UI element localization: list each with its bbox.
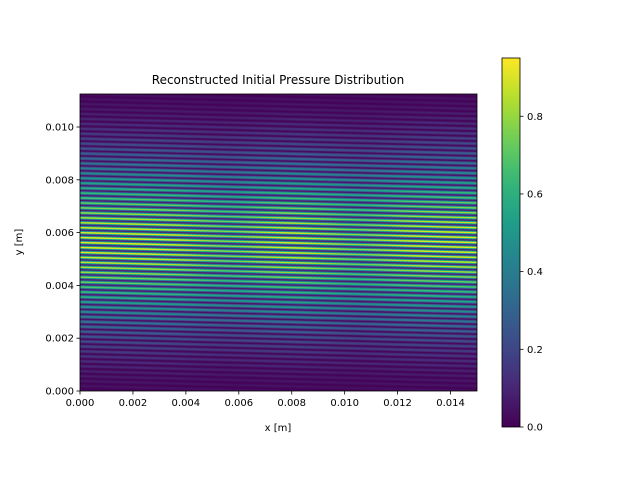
- x-tick-label: 0.008: [277, 398, 306, 409]
- chart-title: Reconstructed Initial Pressure Distribut…: [152, 73, 404, 87]
- y-axis: 0.000 0.002 0.004 0.006 0.008 0.010: [45, 123, 80, 398]
- colorbar-tick-label: 0.2: [527, 345, 543, 356]
- y-tick-label: 0.004: [45, 281, 74, 292]
- y-tick-label: 0.010: [45, 123, 74, 134]
- y-tick-label: 0.008: [45, 175, 74, 186]
- x-tick-label: 0.012: [383, 398, 412, 409]
- colorbar-axis: 0.0 0.2 0.4 0.6 0.8: [520, 112, 543, 434]
- colorbar-tick-label: 0.6: [527, 189, 543, 200]
- plot-frame: [79, 93, 478, 392]
- y-tick-label: 0.000: [45, 387, 74, 398]
- x-tick-label: 0.010: [330, 398, 359, 409]
- x-tick-label: 0.002: [119, 398, 148, 409]
- colorbar-tick-label: 0.0: [527, 423, 543, 434]
- x-axis: 0.000 0.002 0.004 0.006 0.008 0.010 0.012 0.014: [66, 391, 465, 409]
- x-tick-label: 0.004: [172, 398, 201, 409]
- y-tick-label: 0.002: [45, 334, 74, 345]
- y-tick-label: 0.006: [45, 228, 74, 239]
- colorbar: [501, 57, 521, 428]
- colorbar-tick-label: 0.4: [527, 267, 543, 278]
- colorbar-tick-label: 0.8: [527, 112, 543, 123]
- x-tick-label: 0.000: [66, 398, 95, 409]
- x-axis-label: x [m]: [265, 423, 292, 434]
- heatmap-image: [80, 94, 477, 391]
- x-tick-label: 0.006: [224, 398, 253, 409]
- y-axis-label: y [m]: [14, 229, 25, 256]
- x-tick-label: 0.014: [436, 398, 465, 409]
